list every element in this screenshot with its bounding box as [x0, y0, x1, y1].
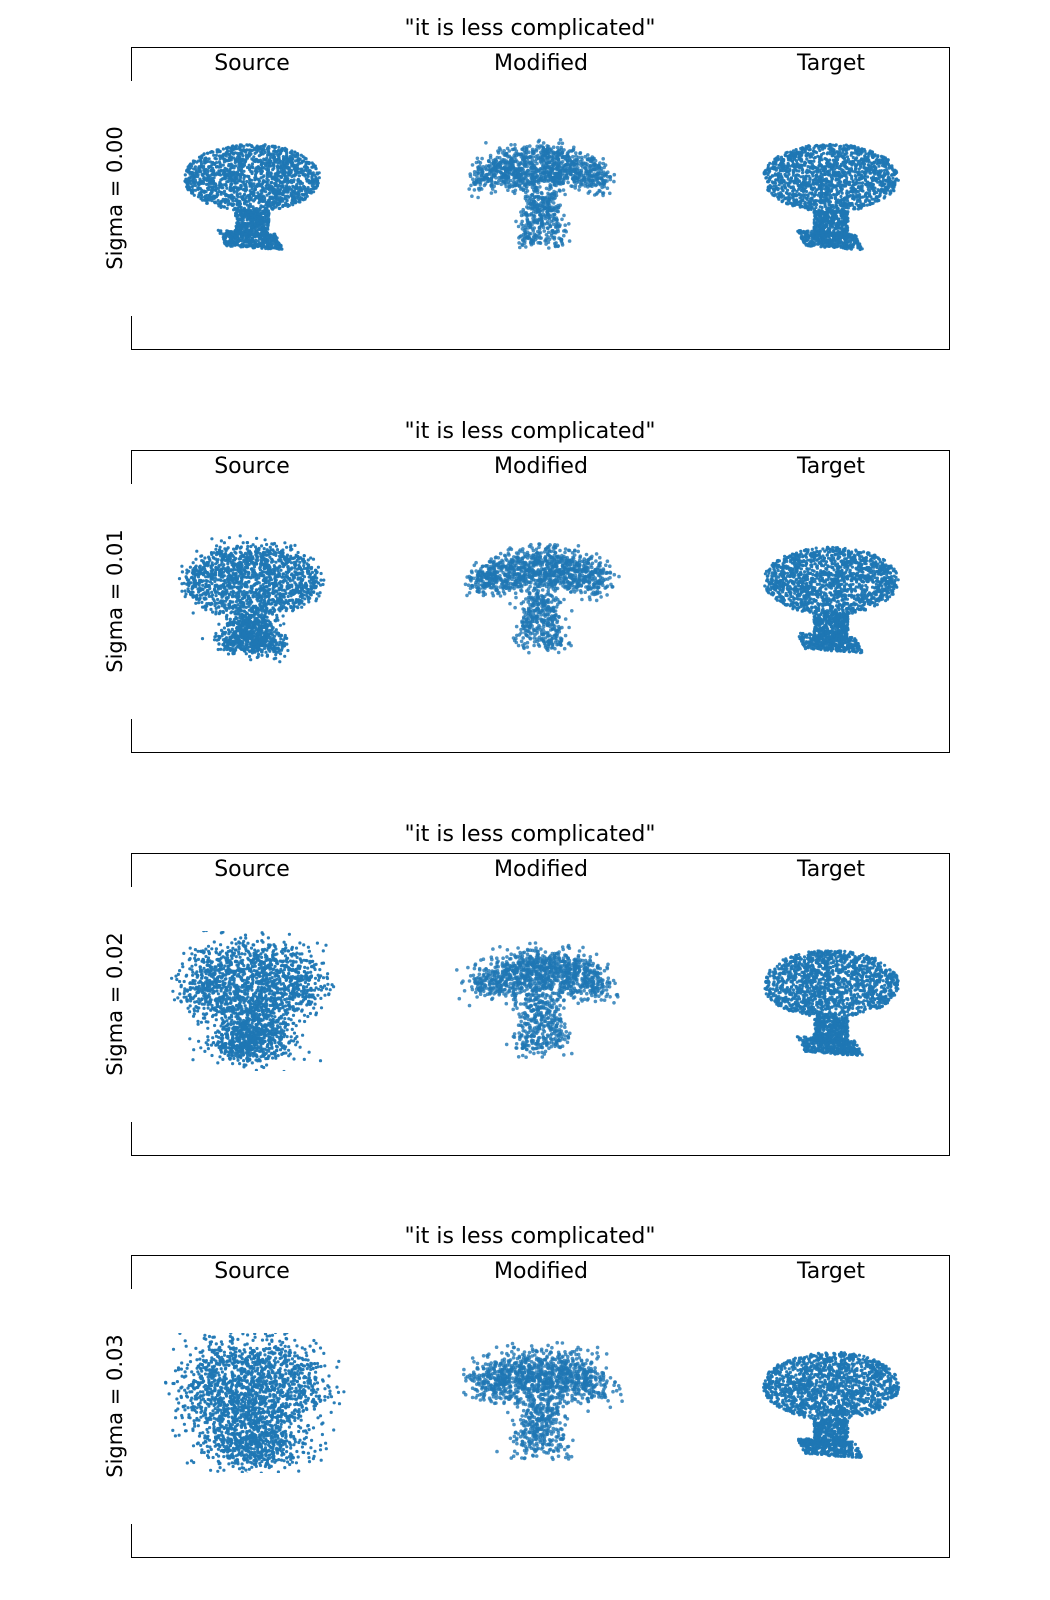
point-cloud-target: [762, 1350, 901, 1459]
panel-title: "it is less complicated": [130, 822, 930, 848]
column-label-modified: Modified: [494, 51, 588, 77]
panel-title: "it is less complicated": [130, 16, 930, 42]
row-label: Sigma = 0.01: [103, 529, 127, 673]
column-label-target: Target: [797, 1259, 865, 1285]
panel-frame: [130, 853, 950, 1156]
point-cloud-modified: [463, 542, 621, 655]
panel-sigma-0-01: "it is less complicated" Sigma = 0.01 So…: [0, 403, 1050, 795]
panel-sigma-0-02: "it is less complicated" Sigma = 0.02 So…: [0, 806, 1050, 1198]
column-label-target: Target: [797, 454, 865, 480]
panel-frame: [130, 47, 950, 350]
panel-sigma-0-03: "it is less complicated" Sigma = 0.03 So…: [0, 1208, 1050, 1600]
panel-frame: [130, 450, 950, 753]
point-cloud-source: [164, 1333, 346, 1473]
point-cloud-target: [763, 949, 900, 1057]
row-label: Sigma = 0.02: [103, 932, 127, 1076]
panel-frame: [130, 1255, 950, 1558]
point-cloud-source: [177, 534, 326, 664]
column-label-modified: Modified: [494, 1259, 588, 1285]
column-label-modified: Modified: [494, 454, 588, 480]
panel-title: "it is less complicated": [130, 1224, 930, 1250]
point-cloud-source: [170, 931, 336, 1071]
panel-sigma-0-00: "it is less complicated" Sigma = 0.00 So…: [0, 0, 1050, 392]
column-label-source: Source: [214, 857, 290, 883]
point-cloud-target: [762, 142, 900, 252]
point-cloud-source: [183, 143, 321, 251]
column-label-modified: Modified: [494, 857, 588, 883]
point-cloud-modified: [467, 138, 617, 250]
point-cloud-modified: [455, 941, 620, 1059]
column-label-target: Target: [797, 857, 865, 883]
column-label-source: Source: [214, 51, 290, 77]
column-label-target: Target: [797, 51, 865, 77]
column-label-source: Source: [214, 1259, 290, 1285]
point-cloud-modified: [462, 1340, 624, 1462]
point-cloud-target: [763, 545, 900, 655]
column-label-source: Source: [214, 454, 290, 480]
row-label: Sigma = 0.00: [103, 126, 127, 270]
row-label: Sigma = 0.03: [103, 1334, 127, 1478]
panel-title: "it is less complicated": [130, 419, 930, 445]
